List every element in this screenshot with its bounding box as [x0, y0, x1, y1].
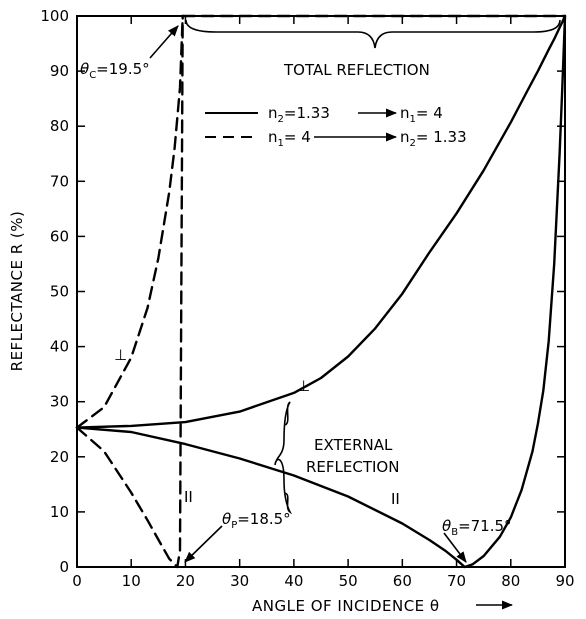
legend-solid-n1-val: = 4	[416, 104, 443, 122]
theta-p-symbol: θ	[222, 510, 231, 528]
x-tick-label: 90	[555, 572, 574, 590]
y-tick-label: 40	[50, 338, 69, 356]
legend-solid-n2: n	[268, 104, 278, 122]
x-tick-label: 0	[72, 572, 82, 590]
theta-c-label: θC=19.5°	[80, 60, 150, 81]
legend-solid-n2-val: =1.33	[284, 104, 330, 122]
series-group	[77, 16, 565, 567]
external-reflection-annotation: EXTERNAL REFLECTION	[275, 402, 399, 512]
legend-dashed-n2: n	[400, 128, 410, 146]
theta-p-label: θP=18.5°	[222, 510, 291, 531]
y-axis-title: REFLECTANCE R (%)	[8, 211, 26, 372]
x-tick-label: 70	[447, 572, 466, 590]
theta-c-value: =19.5°	[96, 60, 149, 78]
theta-b-symbol: θ	[442, 517, 451, 535]
legend: n2=1.33 n1= 4 n1= 4 n2= 1.33	[205, 104, 467, 149]
y-tick-label: 90	[50, 62, 69, 80]
theta-b-label: θB=71.5°	[442, 517, 512, 538]
theta-p-value: =18.5°	[237, 510, 290, 528]
legend-label-dashed-target: n2= 1.33	[400, 128, 467, 149]
legend-solid-n1: n	[400, 104, 410, 122]
legend-label-dashed: n1= 4	[268, 128, 311, 149]
x-tick-label: 40	[284, 572, 303, 590]
x-tick-label: 80	[501, 572, 520, 590]
y-tick-label: 70	[50, 172, 69, 190]
legend-label-solid-target: n1= 4	[400, 104, 443, 125]
legend-label-solid: n2=1.33	[268, 104, 330, 125]
theta-p-annotation: θP=18.5°	[185, 510, 291, 562]
x-tick-label: 20	[176, 572, 195, 590]
theta-c-sub: C	[89, 70, 96, 81]
x-axis-title: ANGLE OF INCIDENCE θ	[252, 597, 440, 615]
y-tick-label: 50	[50, 283, 69, 301]
x-axis-title-group: ANGLE OF INCIDENCE θ	[252, 597, 512, 615]
legend-dashed-n1-val: = 4	[284, 128, 311, 146]
theta-b-value: =71.5°	[458, 517, 511, 535]
perp-label-solid: ⊥	[297, 377, 310, 395]
par-label-solid: II	[391, 490, 400, 508]
y-tick-label: 20	[50, 448, 69, 466]
external-reflection-label-2: REFLECTION	[306, 458, 399, 476]
total-reflection-brace	[186, 20, 560, 48]
y-tick-label: 60	[50, 227, 69, 245]
x-tick-label: 30	[230, 572, 249, 590]
par-label-dashed: II	[184, 488, 193, 506]
theta-c-symbol: θ	[80, 60, 89, 78]
total-reflection-label: TOTAL REFLECTION	[283, 61, 430, 79]
theta-c-annotation: θC=19.5°	[80, 26, 178, 81]
y-tick-label: 100	[40, 7, 69, 25]
series-line-int-par	[77, 16, 183, 567]
x-tick-label: 60	[393, 572, 412, 590]
external-reflection-label-1: EXTERNAL	[314, 436, 393, 454]
x-tick-label: 10	[122, 572, 141, 590]
legend-dashed-n1: n	[268, 128, 278, 146]
theta-p-arrow	[185, 526, 222, 562]
legend-dashed-n2-val: = 1.33	[416, 128, 467, 146]
total-reflection-annotation: TOTAL REFLECTION	[186, 20, 560, 79]
perp-label-dashed: ⊥	[114, 346, 127, 364]
y-tick-label: 10	[50, 503, 69, 521]
external-reflection-brace	[275, 402, 290, 512]
y-tick-label: 30	[50, 393, 69, 411]
axis-tick-labels: 0 10 20 30 40 50 60 70 80 90 0 10 20 30 40 50 60 70 80 90 10…	[40, 7, 574, 590]
y-tick-label: 0	[59, 558, 69, 576]
theta-c-arrow	[150, 26, 178, 58]
x-tick-label: 50	[339, 572, 358, 590]
y-tick-label: 80	[50, 117, 69, 135]
